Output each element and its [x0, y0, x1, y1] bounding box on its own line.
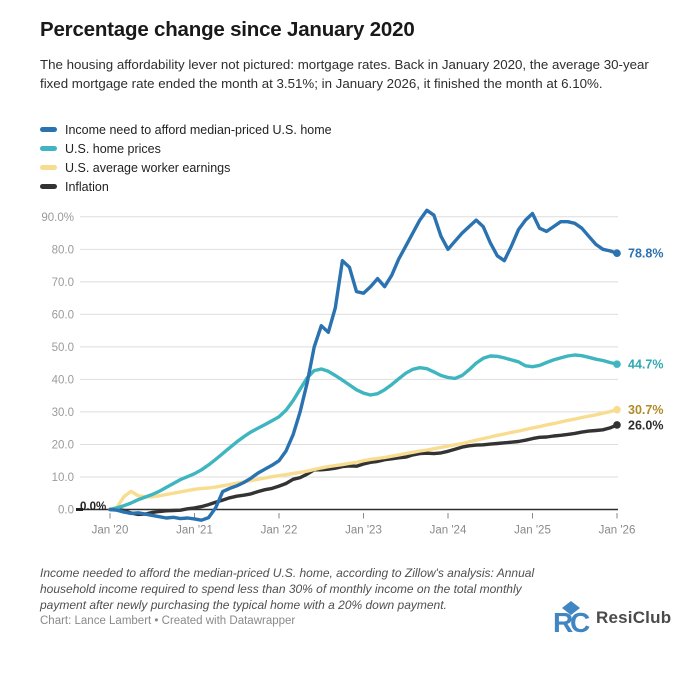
start-value-label: 0.0%	[80, 501, 107, 513]
series-line	[108, 423, 619, 517]
series-end-label: 30.7%	[628, 403, 663, 417]
x-axis-tick-label: Jan '26	[599, 525, 636, 537]
legend-swatch-icon	[40, 184, 57, 189]
series-end-dot	[613, 249, 621, 258]
resiclub-logo-icon: R C	[553, 601, 590, 637]
legend-swatch-icon	[40, 165, 57, 170]
legend-swatch-icon	[40, 127, 57, 132]
svg-text:C: C	[570, 607, 590, 637]
y-axis-tick-label: 60.0	[52, 309, 74, 321]
chart-legend: Income need to afford median-priced U.S.…	[40, 120, 332, 196]
legend-item-label: U.S. home prices	[65, 141, 161, 156]
chart-canvas: 90.0% 80.0 70.0 60.0 50.0 40.0 30.0 20.0 10.0 0.0…	[41, 208, 663, 537]
series-line	[108, 208, 619, 522]
series-end-dot	[613, 421, 621, 429]
series-end-dot	[613, 405, 621, 414]
series-end-label: 44.7%	[628, 358, 663, 372]
legend-item: U.S. home prices	[40, 139, 332, 158]
legend-swatch-icon	[40, 146, 57, 151]
resiclub-logo-text: ResiClub	[596, 608, 672, 627]
x-axis-tick-label: Jan '25	[514, 525, 551, 537]
resiclub-logo: R C ResiClub	[552, 599, 671, 637]
series-end-dot	[613, 360, 621, 368]
y-axis-tick-label: 70.0	[52, 277, 74, 289]
chart-credit: Chart: Lance Lambert • Created with Data…	[40, 615, 296, 627]
x-axis-tick-label: Jan '21	[176, 525, 213, 537]
legend-item-label: Inflation	[65, 179, 109, 194]
x-axis-tick-label: Jan '22	[261, 525, 298, 537]
svg-text:R: R	[553, 607, 573, 637]
y-axis-tick-label: 80.0	[52, 244, 74, 256]
y-axis-tick-label: 30.0	[52, 407, 74, 419]
x-axis-tick-label: Jan '23	[345, 525, 382, 537]
legend-item: Income need to afford median-priced U.S.…	[40, 120, 332, 139]
legend-item: U.S. average worker earnings	[40, 158, 332, 177]
y-axis-tick-label: 10.0	[52, 472, 74, 484]
footnote: Income needed to afford the median-price…	[40, 566, 535, 612]
y-axis-tick-label: 20.0	[52, 439, 74, 451]
y-axis-tick-label: 40.0	[52, 374, 74, 386]
series-line	[108, 353, 619, 512]
page-title: Percentage change since January 2020	[40, 18, 415, 41]
y-axis-tick-label: 50.0	[52, 342, 74, 354]
legend-item: Inflation	[40, 177, 332, 196]
chart-subtitle: The housing affordability lever not pict…	[40, 57, 649, 91]
x-axis-tick-label: Jan '24	[430, 525, 467, 537]
y-axis-tick-label: 90.0%	[41, 212, 74, 224]
legend-item-label: Income need to afford median-priced U.S.…	[65, 122, 332, 137]
start-label-connector	[76, 508, 83, 511]
series-end-label: 26.0%	[628, 418, 663, 432]
series-line	[108, 408, 619, 512]
plot-area: 90.0% 80.0 70.0 60.0 50.0 40.0 30.0 20.0 10.0 0.0…	[0, 195, 689, 555]
y-axis-tick-label: 0.0	[58, 505, 74, 517]
x-axis-tick-label: Jan '20	[92, 525, 129, 537]
legend-item-label: U.S. average worker earnings	[65, 160, 231, 175]
series-end-label: 78.8%	[628, 247, 663, 261]
